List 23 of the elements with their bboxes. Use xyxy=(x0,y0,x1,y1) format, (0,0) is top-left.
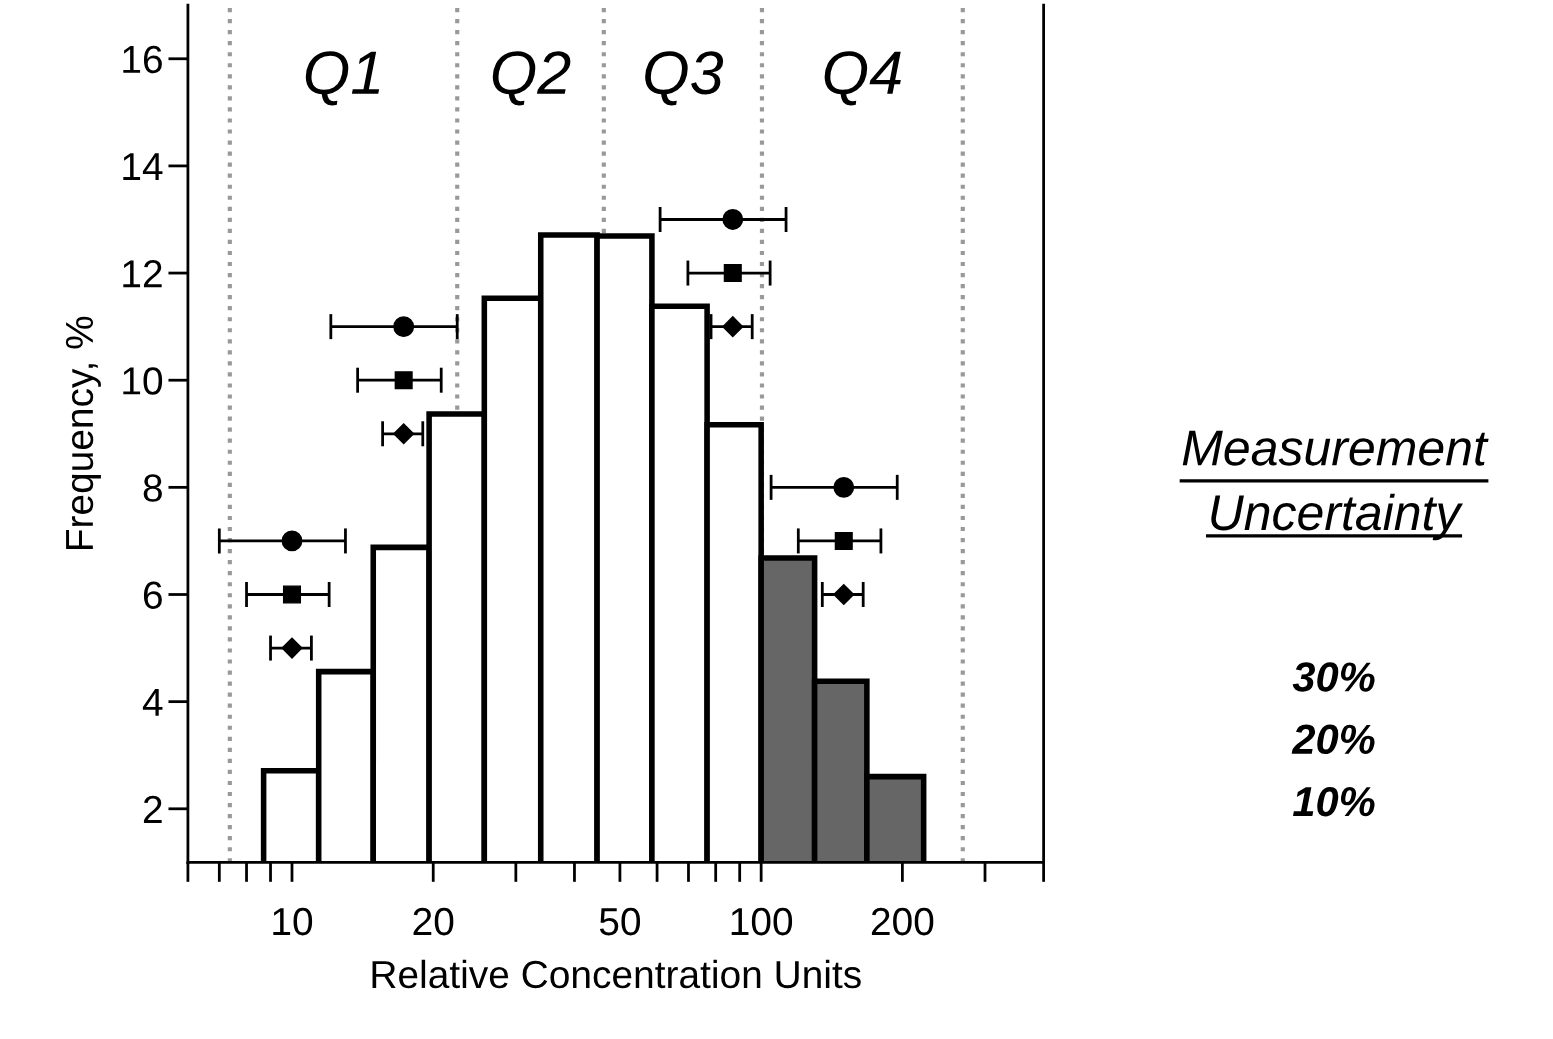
y-tick-label: 2 xyxy=(143,795,162,823)
annotation: Q4 xyxy=(824,51,901,106)
x-axis-title: Relative Concentration Units xyxy=(372,959,861,989)
y-tick-label: 12 xyxy=(123,260,162,288)
y-tick-label: 8 xyxy=(143,474,162,502)
y-tick-label: 16 xyxy=(123,45,162,74)
text: Measurement Uncertainty xyxy=(1182,430,1489,541)
y-tick-label: 10 xyxy=(123,367,163,395)
text: 10% xyxy=(1293,786,1375,817)
x-tick-label: 20 xyxy=(413,907,454,936)
annotation: Q1 xyxy=(305,51,380,106)
x-tick-label: 10 xyxy=(273,907,313,936)
y-tick-label: 4 xyxy=(142,688,163,716)
x-tick-label: 100 xyxy=(731,907,793,936)
annotation: Q2 xyxy=(492,51,571,106)
y-axis-title: Frequency, % xyxy=(65,316,101,550)
annotation: Q3 xyxy=(645,51,724,106)
x-tick-label: 50 xyxy=(599,907,641,936)
y-tick-label: 14 xyxy=(123,153,163,181)
y-tick-label: 6 xyxy=(143,581,162,609)
text: 30% xyxy=(1292,662,1375,692)
x-tick-label: 200 xyxy=(871,907,934,936)
text: 20% xyxy=(1291,724,1375,755)
